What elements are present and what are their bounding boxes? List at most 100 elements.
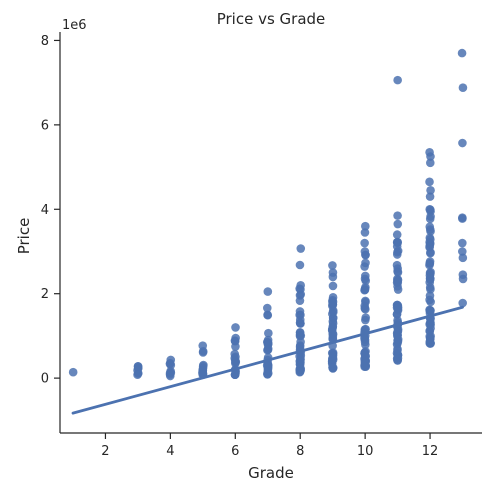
data-point — [68, 367, 78, 377]
y-axis-label: Price — [15, 218, 33, 255]
data-point — [296, 244, 306, 253]
data-point — [392, 260, 402, 270]
data-point — [361, 258, 370, 268]
data-point — [360, 304, 370, 313]
data-point — [425, 204, 435, 214]
x-tick-label: 6 — [231, 444, 239, 459]
data-point — [166, 355, 176, 365]
data-point — [458, 298, 467, 308]
data-point — [392, 310, 402, 319]
data-point — [361, 297, 370, 307]
data-point — [393, 302, 403, 312]
data-point — [426, 185, 435, 195]
data-point — [327, 348, 337, 358]
data-point — [360, 238, 369, 248]
data-point — [425, 305, 434, 315]
data-point — [393, 268, 403, 277]
data-point — [393, 247, 402, 257]
data-point — [133, 370, 142, 380]
data-point — [296, 280, 305, 290]
data-point — [328, 364, 338, 373]
data-point — [425, 214, 435, 224]
data-point — [393, 211, 402, 220]
data-point — [361, 362, 370, 372]
data-point — [295, 357, 305, 366]
data-point — [263, 287, 273, 296]
data-point — [360, 247, 370, 256]
data-point — [328, 268, 338, 277]
data-point — [458, 238, 467, 248]
data-point — [425, 158, 435, 168]
data-point — [264, 328, 273, 338]
data-point — [393, 285, 403, 294]
data-point — [133, 362, 143, 371]
data-point — [425, 283, 435, 292]
y-tick-label: 0 — [41, 372, 49, 387]
data-point — [458, 270, 468, 280]
data-point — [263, 338, 272, 347]
y-tick-label: 8 — [41, 34, 49, 49]
data-point — [296, 318, 305, 328]
data-point — [198, 348, 208, 357]
data-point — [425, 257, 435, 266]
data-point — [426, 248, 435, 258]
data-point — [361, 221, 370, 231]
data-point — [263, 370, 272, 379]
data-point — [231, 333, 240, 343]
data-point — [360, 284, 370, 294]
data-point — [262, 303, 272, 313]
data-point — [458, 138, 467, 148]
data-point — [425, 177, 434, 187]
data-point — [328, 281, 338, 291]
data-point — [295, 260, 305, 270]
y-tick-label: 4 — [41, 203, 49, 218]
data-point — [263, 310, 272, 320]
x-axis-label: Grade — [248, 464, 294, 482]
x-tick-label: 2 — [101, 444, 109, 459]
data-point — [425, 192, 435, 201]
data-point — [393, 346, 402, 355]
data-point — [458, 213, 467, 223]
data-point — [361, 315, 370, 325]
y-tick-label: 6 — [41, 118, 49, 133]
x-tick-label: 10 — [357, 444, 374, 459]
data-point — [231, 323, 240, 332]
data-point — [360, 228, 370, 237]
data-point — [425, 148, 434, 157]
data-point — [295, 327, 305, 337]
data-point — [198, 341, 208, 350]
data-point — [295, 367, 305, 377]
data-point — [426, 267, 435, 277]
data-point — [328, 313, 338, 323]
data-point — [230, 370, 240, 380]
data-point — [392, 278, 402, 287]
data-point — [328, 354, 337, 364]
data-point — [458, 253, 468, 263]
data-point — [263, 345, 272, 355]
regression-line — [71, 305, 464, 415]
y-tick-label: 2 — [41, 287, 49, 302]
data-point — [458, 247, 467, 256]
data-point — [295, 310, 304, 320]
data-point — [393, 356, 403, 365]
data-point — [393, 337, 403, 346]
data-point — [231, 352, 240, 362]
data-point — [393, 75, 402, 85]
data-point — [328, 323, 338, 332]
data-point — [165, 371, 175, 381]
x-tick-label: 12 — [422, 444, 439, 459]
data-point — [425, 274, 435, 283]
x-tick-label: 4 — [166, 444, 174, 459]
data-point — [328, 297, 338, 307]
chart-title: Price vs Grade — [217, 10, 326, 28]
x-tick-label: 8 — [296, 444, 304, 459]
data-point — [457, 48, 467, 58]
data-point — [361, 271, 370, 281]
data-point — [328, 261, 337, 270]
data-point — [458, 83, 468, 93]
data-point — [425, 339, 435, 348]
data-point — [425, 222, 435, 232]
data-point — [361, 351, 370, 361]
